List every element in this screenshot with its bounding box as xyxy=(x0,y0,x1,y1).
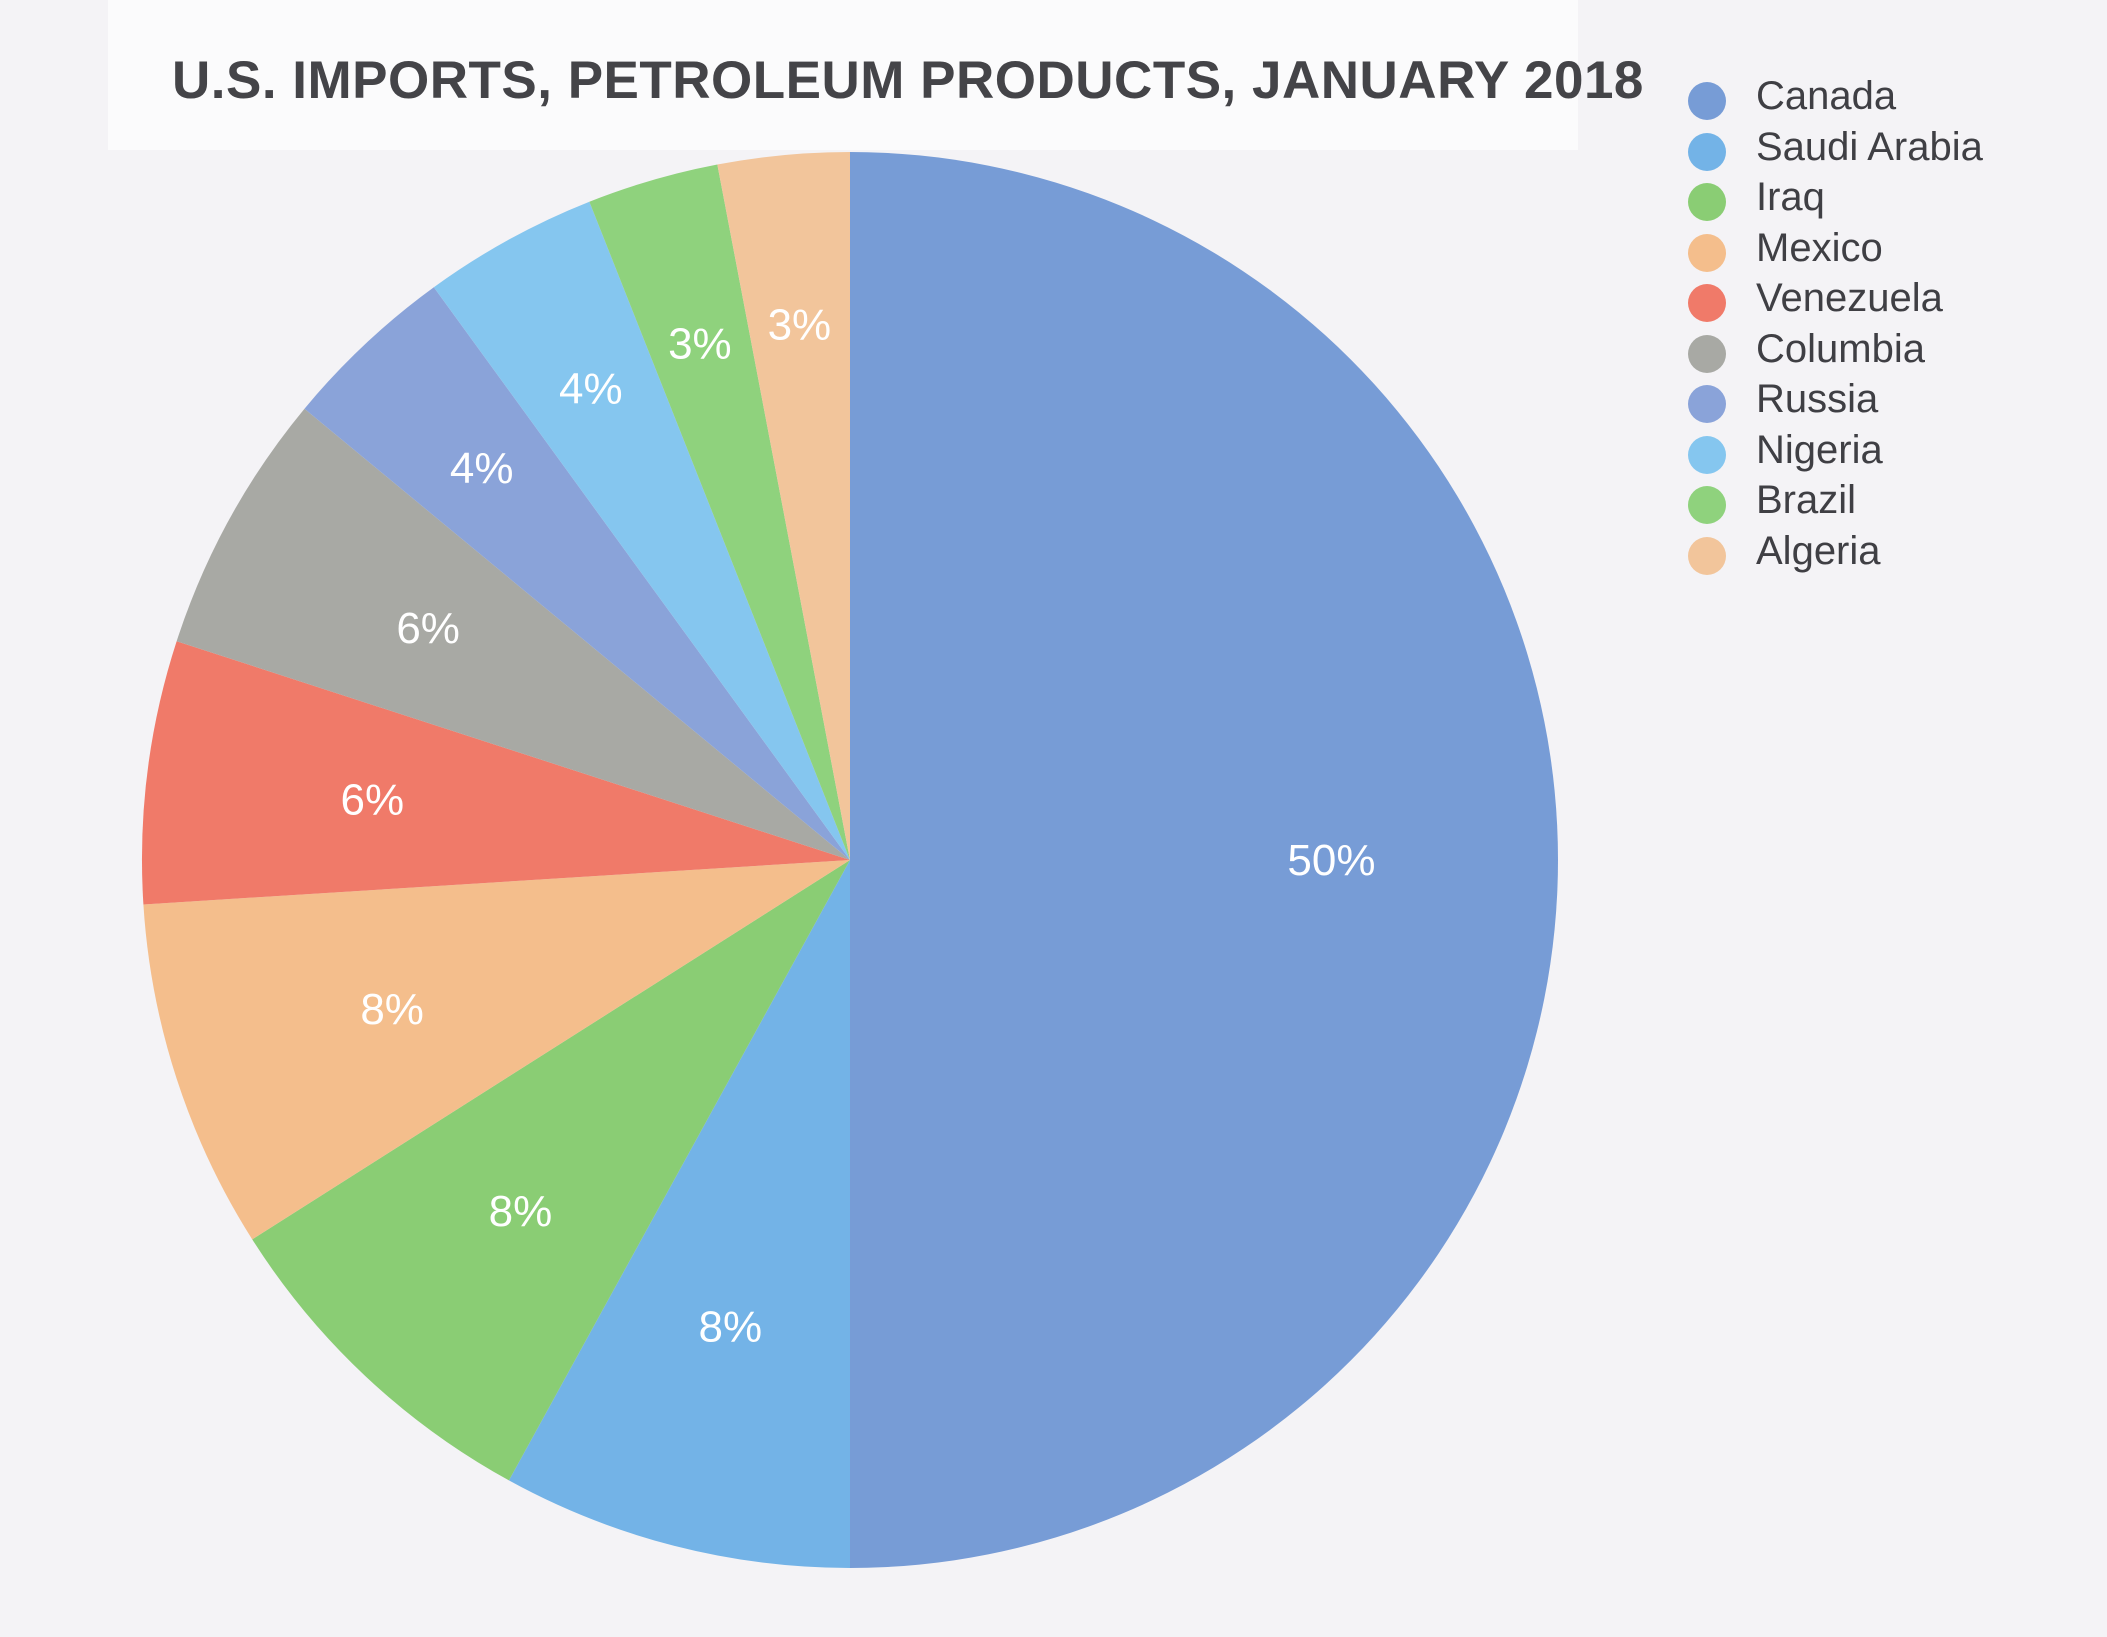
chart-title: U.S. IMPORTS, PETROLEUM PRODUCTS, JANUAR… xyxy=(172,51,1644,110)
legend-swatch xyxy=(1688,536,1726,575)
slice-label-brazil: 3% xyxy=(668,319,732,368)
legend: Canada Saudi Arabia Iraq Mexico Venezuela Col… xyxy=(1688,72,2088,577)
legend-swatch xyxy=(1688,82,1726,120)
legend-swatch xyxy=(1688,435,1726,474)
legend-label: Venezuela xyxy=(1756,276,1943,320)
pie-slice-brazil xyxy=(589,164,850,860)
pie-slice-saudi-arabia xyxy=(508,860,850,1568)
slice-label-russia: 4% xyxy=(450,444,514,493)
legend-swatch xyxy=(1688,334,1726,373)
pie-slice-mexico xyxy=(143,860,850,1240)
legend-item: Brazil xyxy=(1688,476,2088,527)
pie-slice-canada xyxy=(850,152,1558,1568)
pie-slice-venezuela xyxy=(142,641,851,905)
legend-item: Nigeria xyxy=(1688,426,2088,477)
slice-label-saudi-arabia: 8% xyxy=(698,1302,762,1351)
legend-label: Canada xyxy=(1756,74,1897,118)
slice-label-canada: 50% xyxy=(1287,836,1375,885)
legend-swatch xyxy=(1688,486,1726,524)
legend-item: Canada xyxy=(1688,72,2088,123)
legend-swatch xyxy=(1688,233,1726,272)
pie-slice-algeria xyxy=(717,152,850,860)
slice-label-nigeria: 4% xyxy=(559,364,623,413)
pie-slice-iraq xyxy=(252,860,851,1481)
pie-slice-russia xyxy=(304,287,850,861)
legend-item: Russia xyxy=(1688,375,2088,426)
legend-item: Venezuela xyxy=(1688,274,2088,325)
legend-swatch xyxy=(1688,132,1726,171)
slice-label-venezuela: 6% xyxy=(341,776,405,825)
pie-slice-columbia xyxy=(176,408,851,860)
slice-label-columbia: 6% xyxy=(396,604,460,653)
legend-label: Brazil xyxy=(1756,478,1857,522)
legend-label: Algeria xyxy=(1756,528,1881,573)
legend-item: Iraq xyxy=(1688,173,2088,224)
legend-item: Columbia xyxy=(1688,325,2088,376)
legend-swatch xyxy=(1688,284,1726,322)
slice-label-algeria: 3% xyxy=(768,300,832,349)
legend-label: Saudi Arabia xyxy=(1756,124,1983,169)
legend-item: Mexico xyxy=(1688,224,2088,275)
legend-item: Algeria xyxy=(1688,527,2088,578)
legend-swatch xyxy=(1688,385,1726,423)
legend-swatch xyxy=(1688,183,1726,221)
legend-item: Saudi Arabia xyxy=(1688,123,2088,174)
slice-label-mexico: 8% xyxy=(360,985,424,1034)
legend-label: Columbia xyxy=(1756,326,1925,371)
legend-label: Nigeria xyxy=(1756,427,1883,472)
pie-slice-nigeria xyxy=(433,201,850,860)
legend-label: Iraq xyxy=(1756,175,1825,219)
legend-label: Russia xyxy=(1756,377,1879,421)
slice-label-iraq: 8% xyxy=(489,1187,553,1236)
title-strip xyxy=(108,0,1578,150)
legend-label: Mexico xyxy=(1756,225,1883,270)
